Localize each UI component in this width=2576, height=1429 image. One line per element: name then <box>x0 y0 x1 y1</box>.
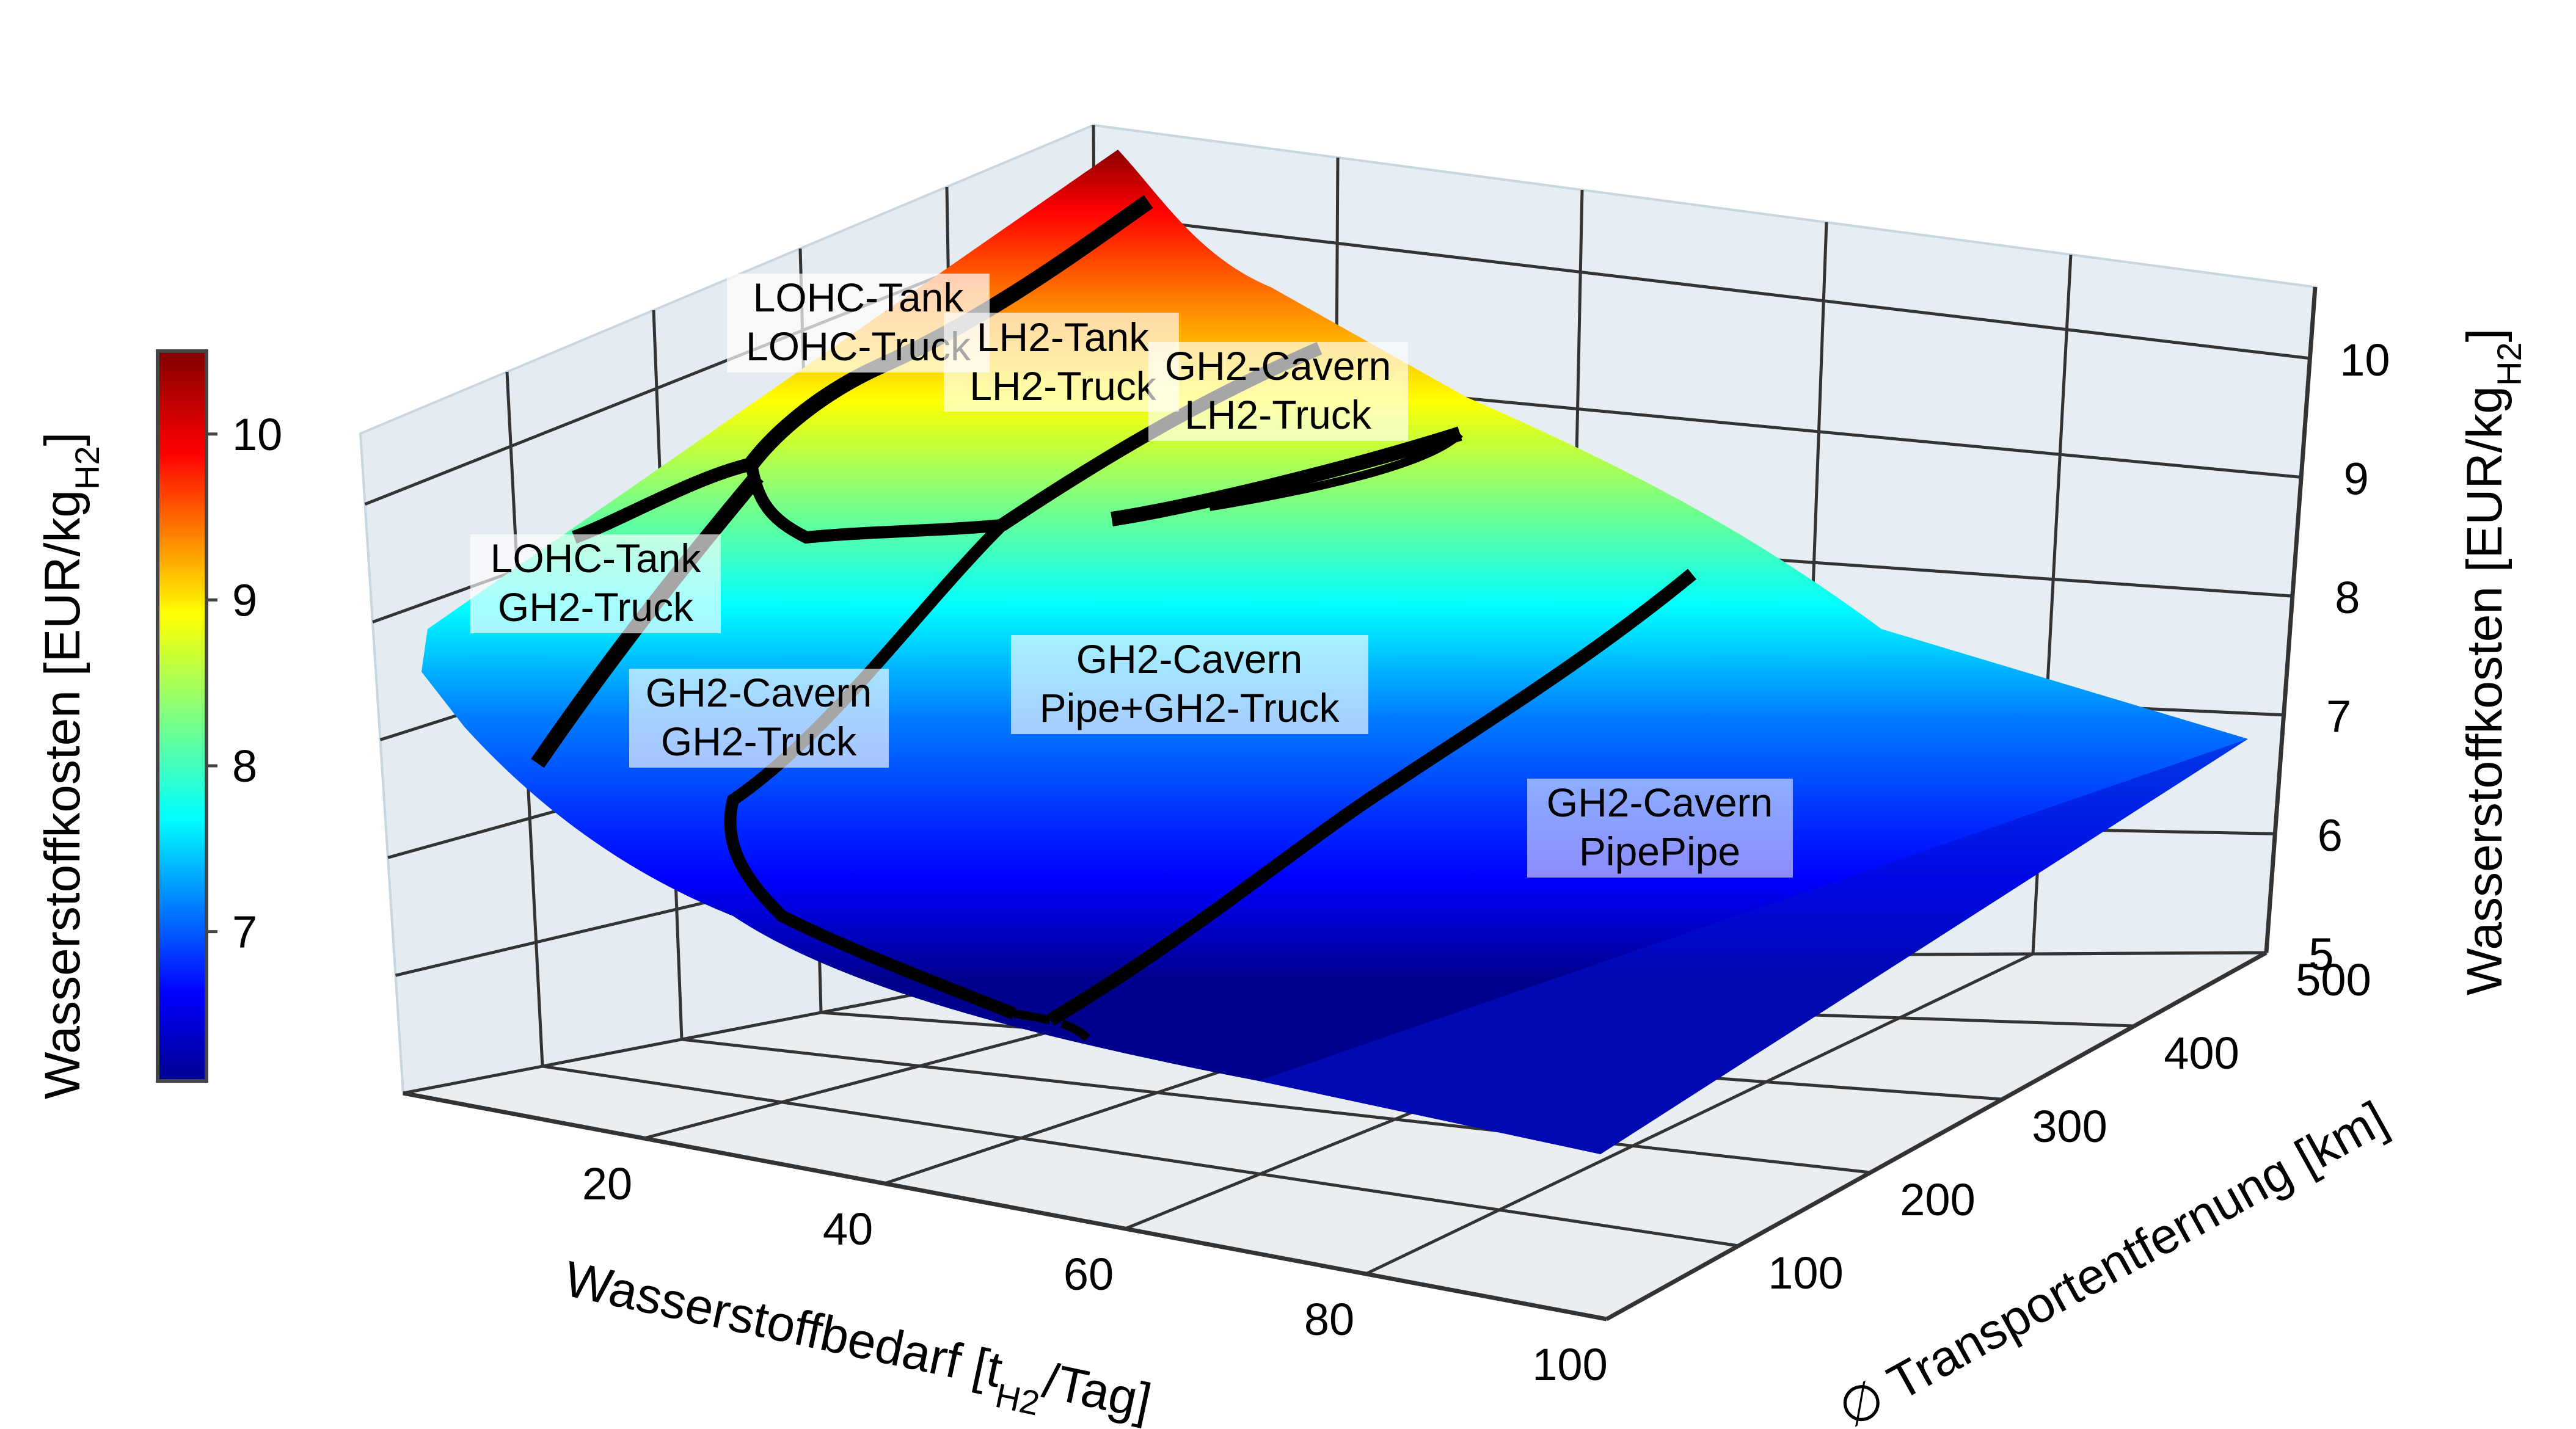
z-tick-label: 8 <box>2335 572 2360 623</box>
region-label-lh2-tank-lh2-truck: LH2-Tank LH2-Truck <box>944 313 1179 412</box>
region-label-gh2-cavern-pipe-gh2-truck: GH2-Cavern Pipe+GH2-Truck <box>1011 635 1368 734</box>
region-label-line2: GH2-Truck <box>498 584 694 630</box>
region-label-line2: PipePipe <box>1579 829 1740 874</box>
colorbar: 7 8 9 10 Wasserstoffkosten [EUR/kgH2] <box>35 349 282 1099</box>
axis-edge <box>1605 950 2268 1322</box>
boundary-pipe-bottom <box>1013 1009 1090 1042</box>
z-tick-label: 6 <box>2318 810 2343 860</box>
region-label-gh2-cavern-gh2-truck: GH2-Cavern GH2-Truck <box>629 669 889 768</box>
region-label-gh2-cavern-lh2-truck: GH2-Cavern LH2-Truck <box>1148 342 1408 441</box>
grid-x-floor <box>1365 952 2034 1276</box>
y-tick-label: 300 <box>2032 1101 2107 1152</box>
boundary-cavern-right <box>1208 430 1463 511</box>
y-tick-label: 500 <box>2296 954 2371 1005</box>
z-tick-label: 9 <box>2344 453 2369 504</box>
surface-front-pipe <box>1258 739 2248 1154</box>
colorbar-tick-label: 8 <box>232 741 257 791</box>
boundary-pipe-pipe <box>1047 569 1696 1026</box>
region-label-line2: GH2-Truck <box>661 719 857 764</box>
grid-y-floor <box>681 1038 1871 1174</box>
region-label-line1: GH2-Cavern <box>646 670 872 715</box>
region-label-line2: LOHC-Truck <box>746 324 971 369</box>
axis-edge <box>403 1091 1607 1322</box>
boundary-lohc-left <box>572 457 753 544</box>
grid-y-floor <box>542 1064 1739 1248</box>
x-tick-label: 60 <box>1064 1249 1114 1300</box>
grid-z-back <box>1093 213 2310 360</box>
x-tick-label: 40 <box>823 1204 873 1254</box>
colorbar-ticks: 7 8 9 10 <box>206 409 282 958</box>
y-tick-label: 200 <box>1900 1174 1975 1225</box>
region-label-line1: GH2-Cavern <box>1076 636 1302 682</box>
region-label-line1: GH2-Cavern <box>1165 343 1391 388</box>
y-tick-label: 100 <box>1768 1248 1843 1298</box>
boundary-pipe-truck <box>724 520 1016 1020</box>
colorbar-tick-label: 7 <box>232 907 257 958</box>
region-label-box <box>944 313 1179 412</box>
y-tick-label: 400 <box>2164 1028 2239 1078</box>
colorbar-gradient <box>156 349 208 1083</box>
x-tick-label: 20 <box>582 1158 632 1209</box>
region-label-box <box>1527 779 1793 878</box>
region-label-box <box>1011 635 1368 734</box>
region-label-gh2-cavern-pipepipe: GH2-Cavern PipePipe <box>1527 779 1793 878</box>
z-tick-label: 5 <box>2308 929 2333 980</box>
z-tick-label: 7 <box>2326 691 2351 742</box>
colorbar-tick-label: 10 <box>232 409 282 460</box>
region-labels: LOHC-Tank LOHC-Truck LH2-Tank LH2-Truck … <box>470 274 1793 878</box>
boundary-lohc-mid <box>745 463 1002 544</box>
region-label-line2: Pipe+GH2-Truck <box>1040 685 1340 730</box>
z-axis-label: Wasserstoffkosten [EUR/kgH2] <box>2457 329 2528 995</box>
region-label-lohc-tank-lohc-truck: LOHC-Tank LOHC-Truck <box>727 274 990 373</box>
region-label-box <box>470 534 721 633</box>
region-label-line2: LH2-Truck <box>969 363 1157 409</box>
region-label-line1: LOHC-Tank <box>753 275 965 320</box>
colorbar-label: Wasserstoffkosten [EUR/kgH2] <box>35 432 106 1099</box>
region-label-line1: LH2-Tank <box>977 315 1150 360</box>
x-tick-label: 80 <box>1304 1294 1354 1345</box>
boundary-lh2-cavern <box>1111 426 1462 526</box>
axis-edge <box>2264 286 2318 953</box>
colorbar-tick-label: 9 <box>232 575 257 625</box>
region-label-lohc-tank-gh2-truck: LOHC-Tank GH2-Truck <box>470 534 721 633</box>
region-label-line2: LH2-Truck <box>1184 392 1372 437</box>
x-tick-label: 100 <box>1532 1339 1607 1390</box>
region-label-line1: LOHC-Tank <box>491 536 702 581</box>
z-tick-label: 10 <box>2340 335 2390 385</box>
region-label-line1: GH2-Cavern <box>1547 780 1773 825</box>
region-label-box <box>1148 342 1408 441</box>
region-label-box <box>629 669 889 768</box>
